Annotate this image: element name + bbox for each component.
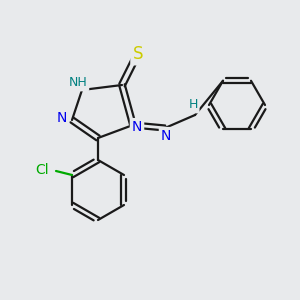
Text: Cl: Cl (35, 163, 49, 177)
Text: S: S (133, 45, 143, 63)
Text: NH: NH (69, 76, 87, 89)
Text: N: N (132, 120, 142, 134)
Text: N: N (161, 129, 171, 143)
Text: H: H (188, 98, 198, 112)
Text: N: N (57, 111, 67, 125)
